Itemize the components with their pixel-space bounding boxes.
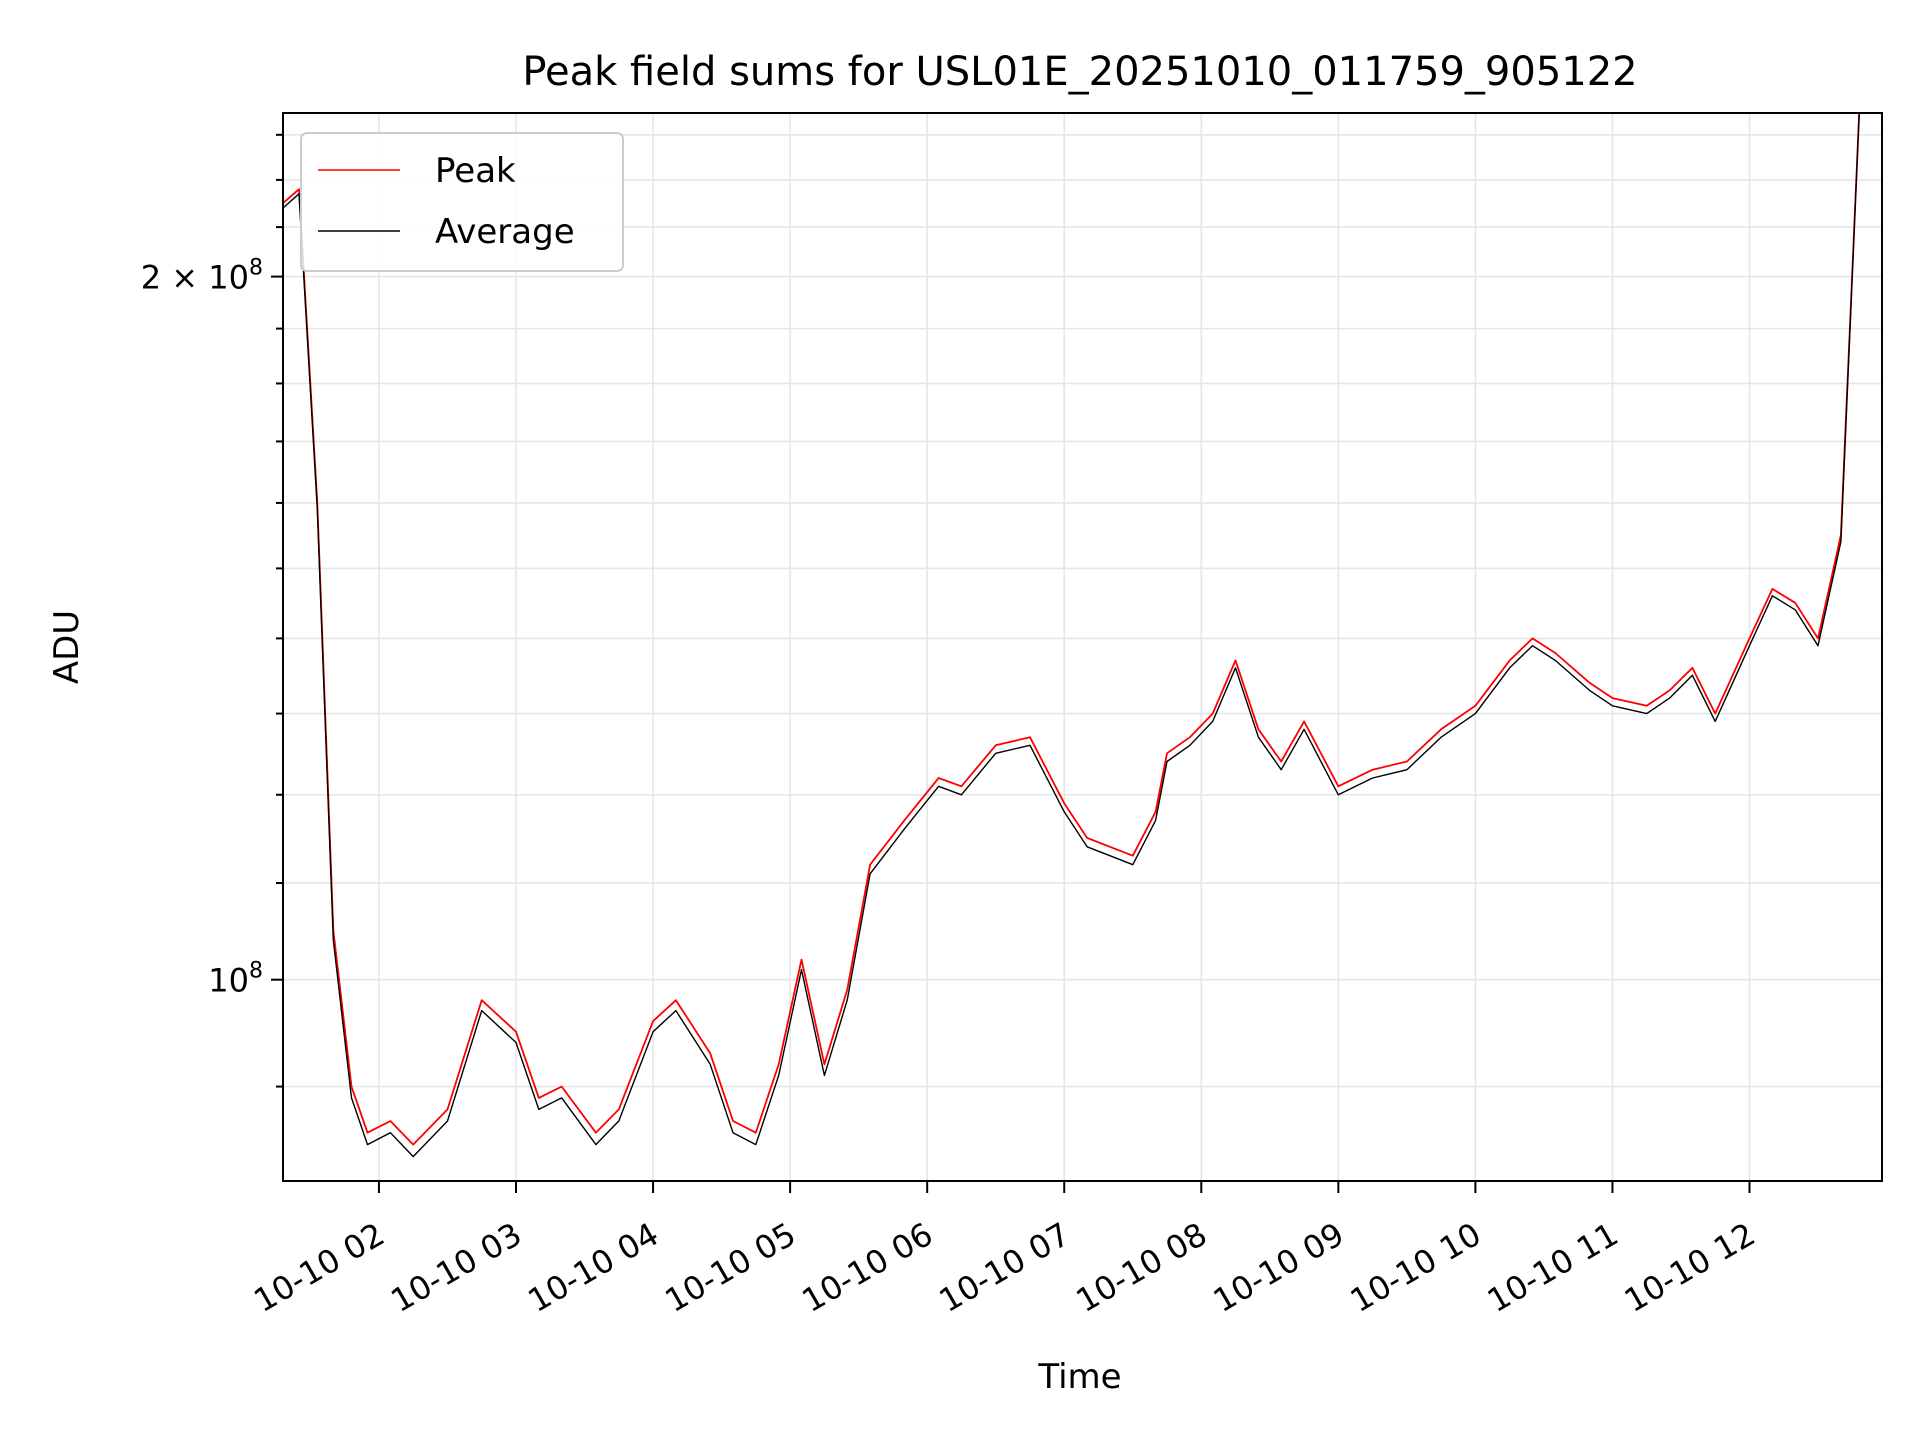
y-axis-label: ADU: [47, 610, 87, 684]
grid: [283, 113, 1882, 1181]
legend: Peak Average: [300, 132, 624, 272]
legend-box: [300, 132, 624, 272]
series-peak-line: [282, 112, 1861, 1146]
series-layer: [282, 112, 1861, 1158]
plot-frame: [282, 112, 1883, 1182]
legend-peak-label: Peak: [435, 151, 516, 191]
chart-title: Peak field sums for USL01E_20251010_0117…: [522, 49, 1637, 95]
legend-average-label: Average: [435, 212, 575, 252]
y-tick-label: 108: [208, 959, 263, 1000]
y-tick-label: 2 × 108: [141, 256, 263, 297]
y-axis: 108 2 × 108: [141, 133, 283, 1088]
x-axis-label: Time: [1037, 1357, 1121, 1397]
series-average-line: [282, 112, 1860, 1158]
